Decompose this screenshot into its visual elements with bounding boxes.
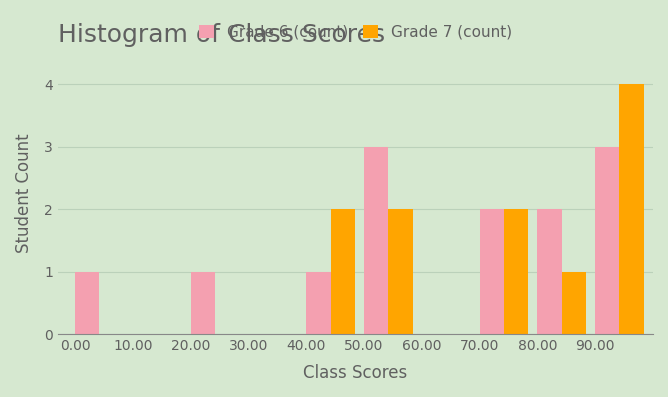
Bar bbox=[191, 272, 215, 334]
Bar bbox=[504, 209, 528, 334]
Bar bbox=[75, 272, 100, 334]
Bar bbox=[364, 147, 388, 334]
Bar bbox=[307, 272, 331, 334]
Bar bbox=[388, 209, 413, 334]
Legend: Grade 6 (count), Grade 7 (count): Grade 6 (count), Grade 7 (count) bbox=[193, 19, 518, 46]
Text: Histogram of Class Scores: Histogram of Class Scores bbox=[58, 23, 385, 47]
X-axis label: Class Scores: Class Scores bbox=[303, 364, 407, 382]
Bar bbox=[595, 147, 619, 334]
Y-axis label: Student Count: Student Count bbox=[15, 134, 33, 253]
Bar bbox=[331, 209, 355, 334]
Bar bbox=[562, 272, 586, 334]
Bar bbox=[538, 209, 562, 334]
Bar bbox=[480, 209, 504, 334]
Bar bbox=[619, 85, 644, 334]
